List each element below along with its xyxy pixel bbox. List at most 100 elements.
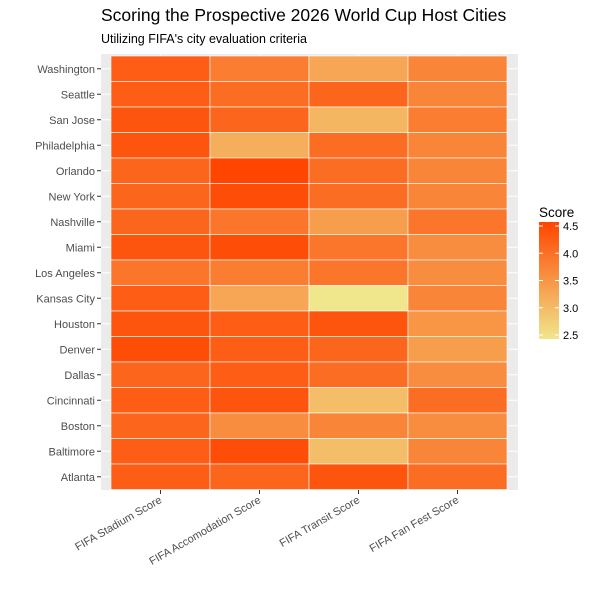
heatmap-tile (110, 310, 211, 337)
heatmap-tile (110, 336, 211, 363)
heatmap-tile (209, 310, 310, 337)
y-tick-label: Washington (37, 64, 95, 76)
heatmap-tile (407, 361, 508, 388)
chart-title: Scoring the Prospective 2026 World Cup H… (101, 5, 507, 25)
heatmap-tile (209, 183, 310, 210)
heatmap-tile (308, 412, 409, 439)
heatmap-tile (209, 55, 310, 82)
legend-tick-label: 4.0 (563, 248, 578, 260)
heatmap-tile (209, 387, 310, 414)
x-tick-label: FIFA Stadium Score (73, 494, 164, 553)
heatmap-tile (110, 208, 211, 235)
heatmap-tile (407, 463, 508, 490)
heatmap-tile (308, 234, 409, 261)
heatmap-tile (209, 463, 310, 490)
y-tick-label: Kansas City (36, 293, 95, 305)
x-tick-label: FIFA Fan Fest Score (368, 494, 461, 555)
y-tick-label: New York (49, 191, 96, 203)
heatmap-tile (407, 438, 508, 465)
heatmap-tile (407, 132, 508, 159)
heatmap-tile (308, 208, 409, 235)
heatmap-tile (407, 183, 508, 210)
heatmap-tile (209, 361, 310, 388)
heatmap-tile (407, 336, 508, 363)
heatmap-tile (110, 183, 211, 210)
y-tick-label: Los Angeles (35, 268, 95, 280)
heatmap-tile (308, 463, 409, 490)
heatmap-tile (209, 412, 310, 439)
heatmap-tile (308, 438, 409, 465)
heatmap-tile (209, 234, 310, 261)
chart-subtitle: Utilizing FIFA's city evaluation criteri… (101, 32, 307, 46)
heatmap-tile (110, 285, 211, 312)
legend: Score 2.5 3.0 3.5 4.0 4.5 (539, 205, 578, 342)
heatmap-tile (209, 438, 310, 465)
heatmap-tile (308, 183, 409, 210)
y-tick-label: Miami (66, 242, 95, 254)
heatmap-tile (407, 208, 508, 235)
legend-tick-label: 3.5 (563, 276, 578, 288)
heatmap-tile (308, 361, 409, 388)
y-tick-label: Boston (61, 421, 95, 433)
y-tick-label: Houston (54, 319, 95, 331)
heatmap-tile (308, 55, 409, 82)
heatmap-tile (209, 106, 310, 133)
y-tick-label: Dallas (64, 370, 95, 382)
heatmap-tile (209, 285, 310, 312)
heatmap-tile (110, 106, 211, 133)
heatmap-tile (407, 81, 508, 108)
heatmap-tile (110, 259, 211, 286)
heatmap-tile (110, 81, 211, 108)
heatmap-tile (308, 81, 409, 108)
x-tick-label: FIFA Transit Score (278, 494, 362, 550)
heatmap-tile (110, 234, 211, 261)
heatmap-tile (110, 361, 211, 388)
heatmap-tile (308, 132, 409, 159)
heatmap-tile (209, 208, 310, 235)
y-tick-label: Philadelphia (35, 140, 96, 152)
heatmap-tile (407, 310, 508, 337)
heatmap-tile (407, 157, 508, 184)
legend-tick-label: 3.0 (563, 303, 578, 315)
heatmap-tile (308, 387, 409, 414)
heatmap-tiles (110, 55, 508, 490)
heatmap-tile (407, 412, 508, 439)
y-tick-label: Orlando (56, 166, 95, 178)
heatmap-tile (209, 81, 310, 108)
y-tick-label: Baltimore (49, 446, 95, 458)
heatmap-tile (407, 259, 508, 286)
legend-tick-label: 4.5 (563, 221, 578, 233)
y-tick-label: Atlanta (61, 472, 96, 484)
heatmap-tile (209, 336, 310, 363)
y-tick-label: Nashville (50, 217, 95, 229)
heatmap-tile (110, 132, 211, 159)
heatmap-tile (110, 463, 211, 490)
y-axis: Washington Seattle San Jose Philadelphia Orl… (35, 64, 101, 484)
heatmap-tile (308, 106, 409, 133)
x-tick-label: FIFA Accomodation Score (147, 494, 263, 568)
y-tick-label: Denver (60, 344, 96, 356)
heatmap-tile (209, 259, 310, 286)
heatmap-tile (110, 412, 211, 439)
heatmap-tile (308, 157, 409, 184)
heatmap-tile (407, 285, 508, 312)
heatmap-tile (308, 285, 409, 312)
heatmap-tile (110, 157, 211, 184)
y-tick-label: Seattle (61, 89, 95, 101)
heatmap-tile (308, 336, 409, 363)
heatmap-tile (110, 55, 211, 82)
heatmap-tile (209, 132, 310, 159)
heatmap-tile (308, 310, 409, 337)
heatmap-tile (308, 259, 409, 286)
heatmap-tile (407, 234, 508, 261)
heatmap-tile (407, 387, 508, 414)
heatmap-tile (209, 157, 310, 184)
y-tick-label: San Jose (49, 115, 95, 127)
heatmap-tile (110, 387, 211, 414)
heatmap-tile (407, 55, 508, 82)
legend-title: Score (539, 205, 574, 220)
heatmap-tile (407, 106, 508, 133)
